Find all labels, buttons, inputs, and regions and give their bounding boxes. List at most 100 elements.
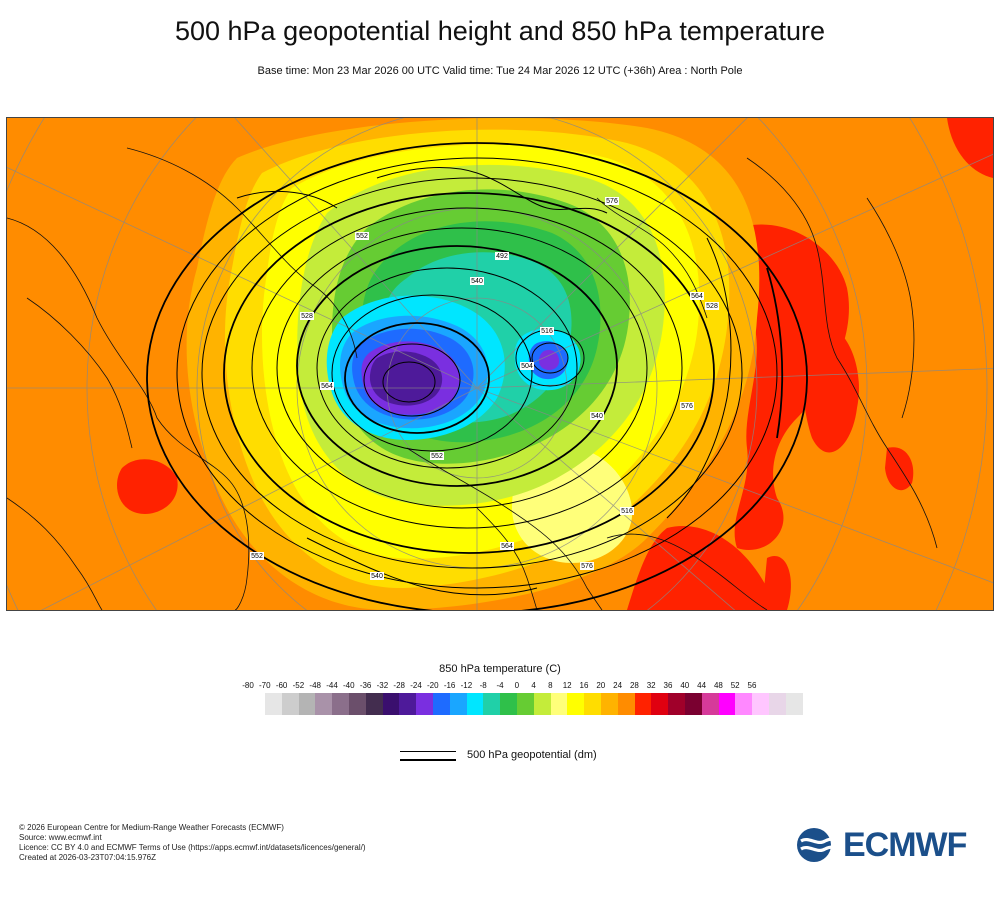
colorbar-swatch xyxy=(365,693,383,715)
ecmwf-logo-text: ECMWF xyxy=(843,826,967,864)
colorbar-tick-label: 12 xyxy=(562,681,572,690)
contour-label: 552 xyxy=(431,453,443,460)
colorbar-swatch xyxy=(265,693,282,715)
colorbar-tick-label: -16 xyxy=(443,681,456,690)
contour-label-box xyxy=(620,507,634,515)
colorbar-tick-label: -4 xyxy=(496,681,504,690)
colorbar-swatch xyxy=(701,693,719,715)
map-panel: 552 576 564 528 540 516 504 492 552 564 576 528 540 5… xyxy=(6,117,994,611)
contour-label: 540 xyxy=(371,573,383,580)
colorbar-tick-label: 36 xyxy=(663,681,673,690)
temperature-field-purple xyxy=(369,351,443,406)
contour-label-box xyxy=(250,552,264,560)
colorbar-swatch xyxy=(735,693,753,715)
contour-label: 528 xyxy=(706,303,718,310)
colorbar-tick-label: -70 xyxy=(259,681,271,690)
colorbar-tick-label: -80 xyxy=(242,681,254,690)
contour-label: 576 xyxy=(681,403,693,410)
colorbar-swatch xyxy=(550,693,568,715)
colorbar-swatch xyxy=(533,693,551,715)
contour-label-box xyxy=(580,562,594,570)
contour-label-box xyxy=(495,252,509,260)
contour-label: 552 xyxy=(356,233,368,240)
colorbar-swatch xyxy=(567,693,585,715)
contour-label: 576 xyxy=(581,563,593,570)
colorbar-swatch xyxy=(500,693,517,715)
contour-label-box xyxy=(370,572,384,580)
contour-label-box xyxy=(430,452,444,460)
contour-label-box xyxy=(540,327,554,335)
contour-label: 540 xyxy=(591,413,603,420)
colorbar-tick-label: 8 xyxy=(548,681,553,690)
colorbar-swatch xyxy=(668,693,685,715)
colorbar-tick-label: -8 xyxy=(479,681,487,690)
footer-created: Created at 2026-03-23T07:04:15.976Z xyxy=(19,853,156,862)
colorbar-tick-labels: -80 -70 -60 -52 -48 -44 -40 -36 -32 -28 -24 -20 -16-… xyxy=(240,681,760,693)
contour-label-box xyxy=(470,277,484,285)
contour-label: 576 xyxy=(606,198,618,205)
colorbar-tick-label: 4 xyxy=(531,681,536,690)
contour-label-box xyxy=(520,362,534,370)
graticule xyxy=(7,118,993,610)
colorbar-tick-label: 24 xyxy=(613,681,623,690)
colorbar-tick-label: 32 xyxy=(646,681,656,690)
colorbar-tick-label: -24 xyxy=(410,681,422,690)
contour-label-box xyxy=(355,232,369,240)
contour-label: 552 xyxy=(251,553,263,560)
colorbar-swatch xyxy=(634,693,652,715)
colorbar-swatch xyxy=(348,693,366,715)
contour-label-box xyxy=(590,412,604,420)
geopotential-legend-label: 500 hPa geopotential (dm) xyxy=(467,749,597,761)
contour-label-box xyxy=(605,197,619,205)
map-subtitle: Base time: Mon 23 Mar 2026 00 UTC Valid … xyxy=(257,65,743,77)
contour-label: 528 xyxy=(301,313,313,320)
colorbar-tick-label: -20 xyxy=(427,681,439,690)
colorbar-swatch xyxy=(785,693,803,715)
colorbar-tick-label: 48 xyxy=(713,681,723,690)
colorbar-tick-label: 44 xyxy=(697,681,707,690)
colorbar-tick-label: 52 xyxy=(730,681,740,690)
colorbar-tick-label: 40 xyxy=(680,681,690,690)
colorbar-swatch xyxy=(466,693,484,715)
temperature-colorbar xyxy=(265,693,803,715)
colorbar-tick-label: 20 xyxy=(596,681,606,690)
colorbar-swatch xyxy=(332,693,349,715)
colorbar-tick-label: -44 xyxy=(326,681,338,690)
geopotential-legend-line-thick xyxy=(400,759,456,761)
colorbar-tick-label: -60 xyxy=(275,681,288,690)
colorbar-swatch xyxy=(617,693,635,715)
contour-label-box xyxy=(320,382,334,390)
colorbar-swatch xyxy=(298,693,316,715)
colorbar-swatch xyxy=(449,693,467,715)
contour-label: 504 xyxy=(521,363,533,370)
ecmwf-logo-icon xyxy=(797,828,840,862)
colorbar-swatch xyxy=(768,693,786,715)
colorbar-tick-label: 28 xyxy=(629,681,639,690)
contour-label-box xyxy=(690,292,704,300)
coastlines xyxy=(7,147,938,610)
geopotential-contours xyxy=(146,142,808,610)
contour-label-box xyxy=(300,312,314,320)
contour-labels: 5525765645285405165044925525645765285405… xyxy=(250,197,719,580)
contour-label-box xyxy=(680,402,694,410)
colorbar-swatch xyxy=(382,693,400,715)
footer-licence: Licence: CC BY 4.0 and ECMWF Terms of Us… xyxy=(19,843,366,852)
contour-label-box xyxy=(500,542,514,550)
colorbar-swatch xyxy=(399,693,417,715)
footer-credits: © 2026 European Centre for Medium-Range … xyxy=(19,823,366,863)
colorbar-tick-label: -36 xyxy=(359,681,372,690)
colorbar-swatch xyxy=(315,693,333,715)
colorbar-swatch xyxy=(684,693,702,715)
colorbar-swatch xyxy=(584,693,601,715)
colorbar-swatch xyxy=(718,693,736,715)
colorbar-swatch xyxy=(752,693,769,715)
colorbar-tick-label: 56 xyxy=(747,681,757,690)
colorbar-tick-label: 0 xyxy=(514,681,520,690)
contour-label: 516 xyxy=(621,508,633,515)
polar-map: 5525765645285405165044925525645765285405… xyxy=(7,118,993,610)
colorbar-swatch xyxy=(516,693,534,715)
contour-label: 564 xyxy=(691,293,703,300)
temperature-legend-title: 850 hPa temperature (C) xyxy=(439,663,561,675)
temperature-field-cold-core-2-center xyxy=(539,349,560,370)
contour-label: 516 xyxy=(541,328,553,335)
